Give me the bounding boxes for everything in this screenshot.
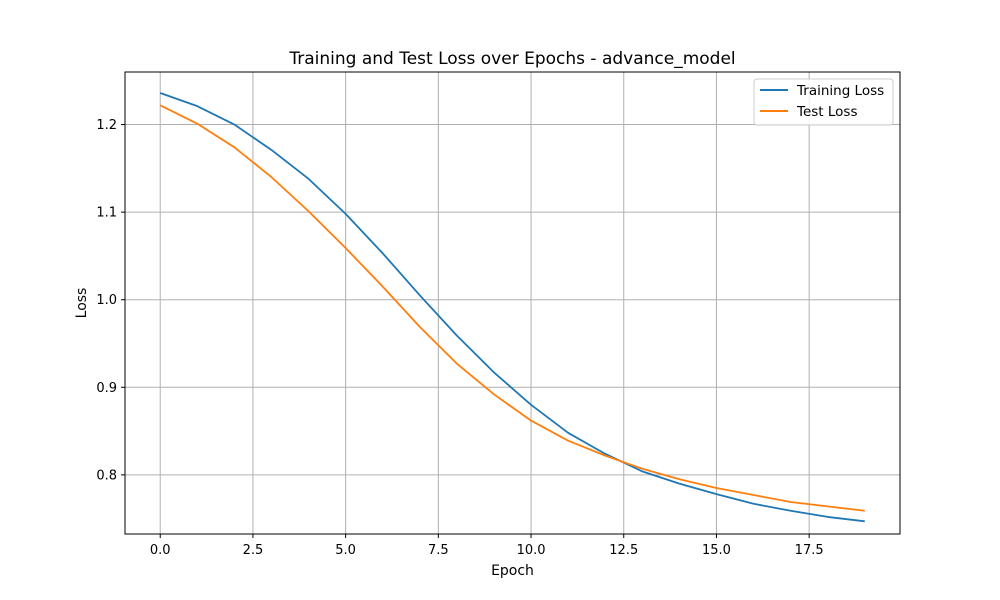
axis-ticks: 0.0 2.5 5.0 7.5 10.0 12.5 15.0 17.5 0.8 0.9 1.0 1.1… (96, 118, 823, 558)
x-tick-label: 17.5 (795, 543, 824, 558)
y-axis-label: Loss (74, 288, 90, 319)
legend-label-training-loss: Training Loss (796, 83, 884, 99)
plot-area-frame (124, 71, 901, 535)
y-tick-label: 1.2 (96, 118, 117, 133)
x-tick-label: 15.0 (702, 543, 731, 558)
y-tick-label: 0.8 (96, 468, 117, 483)
y-tick-label: 0.9 (96, 381, 117, 396)
chart-title: Training and Test Loss over Epochs - adv… (288, 49, 735, 69)
x-tick-label: 7.5 (428, 543, 449, 558)
series-lines (159, 92, 865, 523)
y-tick-label: 1.1 (96, 206, 117, 221)
x-tick-label: 0.0 (150, 543, 171, 558)
x-tick-label: 5.0 (335, 543, 356, 558)
x-tick-label: 10.0 (517, 543, 546, 558)
y-tick-label: 1.0 (96, 293, 117, 308)
series-line-test-loss (159, 104, 865, 512)
x-tick-label: 2.5 (243, 543, 264, 558)
grid-lines (125, 72, 900, 534)
legend-label-test-loss: Test Loss (796, 104, 858, 120)
legend: Training Loss Test Loss (753, 78, 894, 126)
series-line-training-loss (159, 92, 865, 523)
x-axis-label: Epoch (491, 563, 534, 579)
x-tick-label: 12.5 (609, 543, 638, 558)
legend-box (753, 78, 894, 126)
